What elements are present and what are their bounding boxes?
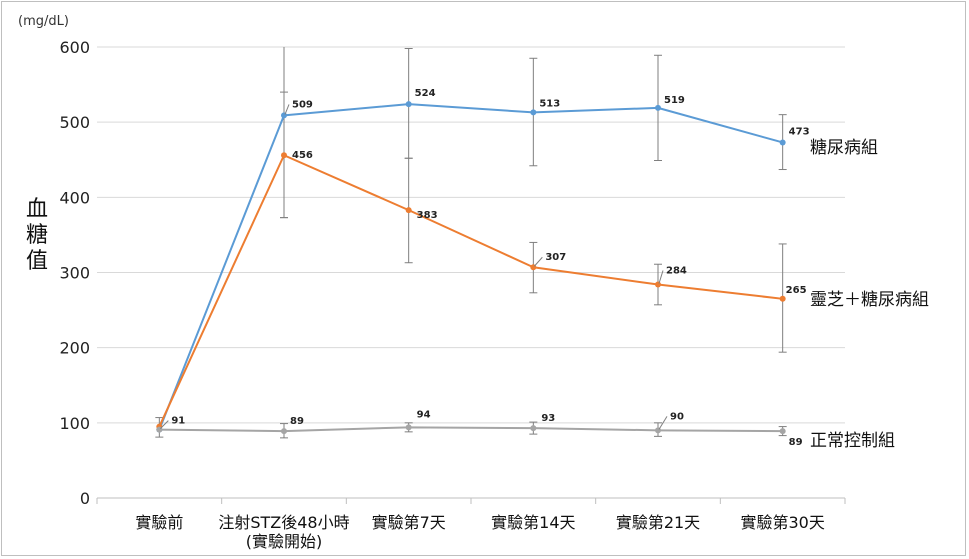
data-label: 89 — [789, 437, 803, 448]
x-tick-label: 實驗第21天 — [616, 513, 700, 532]
data-point — [405, 207, 412, 214]
y-axis-ticks: 0 100 200 300 400 500 600 — [59, 38, 90, 508]
series-label: 糖尿病組 — [810, 138, 878, 158]
data-label: 513 — [539, 98, 560, 109]
data-point — [281, 428, 287, 435]
data-label: 91 — [171, 416, 185, 427]
data-point — [405, 424, 412, 431]
series-label: 正常控制組 — [810, 431, 895, 451]
series-label: 靈芝＋糖尿病組 — [810, 290, 929, 310]
data-label: 93 — [541, 413, 555, 424]
series-line — [159, 426, 783, 433]
data-label: 509 — [292, 99, 313, 110]
series-line — [158, 103, 783, 430]
data-point — [655, 104, 661, 111]
x-tick-label: (實驗開始) — [246, 532, 323, 551]
data-point — [779, 139, 786, 146]
data-label: 524 — [415, 88, 436, 99]
x-tick-label: 實驗前 — [135, 513, 183, 532]
y-axis-title-char: 血 — [26, 197, 48, 222]
y-axis-title: 血糖值 — [26, 197, 48, 274]
error-bars — [155, 47, 787, 439]
data-point — [530, 109, 537, 116]
data-point — [779, 428, 786, 435]
data-label: 89 — [290, 416, 304, 427]
y-axis-unit-label: (mg/dL) — [18, 14, 69, 29]
x-tick-label: 實驗第30天 — [740, 513, 824, 532]
y-tick-label: 0 — [80, 489, 90, 508]
y-tick-label: 600 — [59, 38, 90, 57]
data-label-leader — [658, 270, 664, 284]
data-label: 519 — [664, 95, 685, 106]
series-lines — [158, 103, 783, 433]
data-label: 307 — [545, 252, 566, 263]
y-axis-title-char: 值 — [26, 249, 48, 274]
data-label-leader — [658, 416, 668, 430]
data-label-leader — [159, 420, 169, 429]
x-axis-ticks: 實驗前 注射STZ後48小時(實驗開始) 實驗第7天 實驗第14天 實驗第21天 實驗第3… — [96, 498, 846, 551]
y-tick-label: 300 — [59, 264, 90, 283]
data-label: 383 — [417, 210, 438, 221]
data-point — [281, 112, 287, 119]
data-label: 94 — [417, 409, 431, 420]
y-tick-label: 500 — [59, 113, 90, 132]
series-line — [158, 154, 783, 428]
data-label: 265 — [786, 285, 807, 296]
data-label: 456 — [292, 150, 313, 161]
data-labels: 509 524 513 519 473 456 383 307 284 265 91 89 94 93 90… — [159, 88, 810, 448]
data-label-leader — [533, 256, 543, 267]
data-label-leader — [284, 104, 290, 115]
data-point — [779, 295, 786, 302]
data-point — [281, 152, 287, 159]
data-point — [655, 281, 661, 288]
y-tick-label: 400 — [59, 188, 90, 207]
x-tick-label: 注射STZ後48小時 — [218, 513, 349, 532]
data-points — [156, 101, 786, 435]
y-tick-label: 100 — [59, 414, 90, 433]
y-tick-label: 200 — [59, 339, 90, 358]
x-tick-label: 實驗第14天 — [491, 513, 575, 532]
data-label: 90 — [670, 411, 684, 422]
data-point — [530, 425, 537, 432]
x-tick-label: 實驗第7天 — [372, 513, 446, 532]
data-label: 473 — [789, 126, 810, 137]
y-axis-title-char: 糖 — [26, 223, 48, 248]
data-point — [405, 101, 412, 108]
data-label: 284 — [666, 266, 687, 277]
